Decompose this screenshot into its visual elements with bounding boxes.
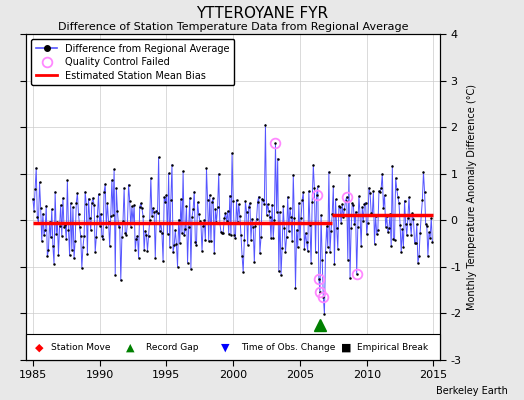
- Text: ▼: ▼: [221, 342, 230, 352]
- Text: Time of Obs. Change: Time of Obs. Change: [242, 343, 336, 352]
- FancyBboxPatch shape: [26, 334, 440, 360]
- Text: YTTEROYANE FYR: YTTEROYANE FYR: [196, 6, 328, 21]
- Text: ▲: ▲: [126, 342, 134, 352]
- Text: Record Gap: Record Gap: [146, 343, 199, 352]
- Text: ◆: ◆: [35, 342, 43, 352]
- Legend: Difference from Regional Average, Quality Control Failed, Estimated Station Mean: Difference from Regional Average, Qualit…: [31, 39, 234, 85]
- Text: ■: ■: [341, 342, 351, 352]
- Y-axis label: Monthly Temperature Anomaly Difference (°C): Monthly Temperature Anomaly Difference (…: [467, 84, 477, 310]
- Text: Berkeley Earth: Berkeley Earth: [436, 386, 508, 396]
- Title: Difference of Station Temperature Data from Regional Average: Difference of Station Temperature Data f…: [58, 22, 408, 32]
- Text: Station Move: Station Move: [51, 343, 111, 352]
- Text: Empirical Break: Empirical Break: [357, 343, 429, 352]
